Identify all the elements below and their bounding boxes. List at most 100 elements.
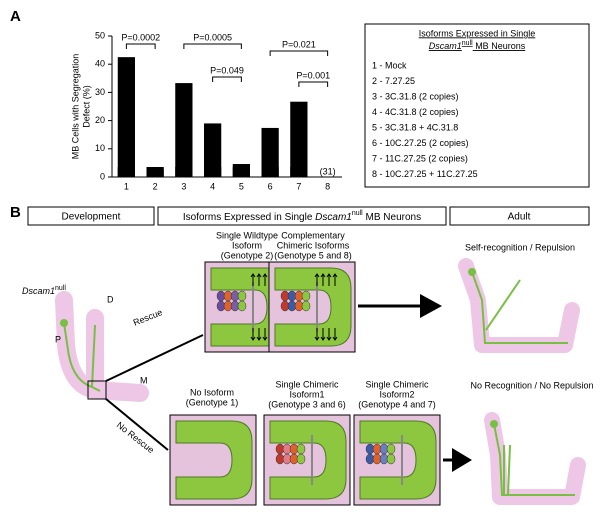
cell-body: [359, 420, 437, 500]
neuron-adult: [484, 412, 586, 505]
arrow-up: [262, 273, 268, 286]
y-tick-label: 0: [100, 171, 105, 181]
y-tick-label: 40: [95, 59, 105, 69]
legend-item: 5 - 3C.31.8 + 4C.31.8: [372, 122, 458, 132]
panel-label: B: [10, 204, 21, 221]
condition-label: (Genotype 1): [186, 397, 239, 407]
sup: null: [462, 40, 473, 47]
arrow-up: [332, 273, 338, 286]
cell-body: [269, 420, 347, 500]
isoform: [301, 300, 311, 312]
legend-item: 6 - 10C.27.25 (2 copies): [372, 138, 469, 148]
arrow-down: [332, 328, 338, 341]
cell-diagram: [353, 414, 441, 506]
neuron-label: Dscam1null: [22, 285, 66, 296]
sample-size: (45): [176, 166, 192, 176]
arrow-up: [250, 273, 256, 286]
arrow-up: [326, 273, 332, 286]
bar: [117, 57, 135, 177]
sup: null: [352, 210, 363, 217]
significance-bracket: [298, 81, 329, 87]
isoform: [296, 453, 306, 465]
isoform: [296, 443, 306, 455]
p-value: P=0.001: [296, 70, 330, 80]
p-value: P=0.021: [282, 39, 316, 49]
y-axis-label: MB Cells with Segregation: [70, 54, 80, 160]
condition-label: Single Chimeric: [275, 379, 339, 389]
legend-title: Dscam1null MB Neurons: [429, 40, 526, 51]
condition-label: (Genotype 4 and 7): [358, 399, 436, 409]
label-bg: [175, 167, 193, 177]
sup: null: [55, 285, 66, 292]
condition-label: Single Wildtype: [216, 230, 278, 240]
cell-body: [175, 420, 253, 500]
x-tick-label: 8: [325, 181, 330, 191]
header: Isoforms Expressed in Single Dscam1null …: [183, 210, 421, 222]
legend-item: 3 - 3C.31.8 (2 copies): [372, 91, 459, 101]
legend-box: [364, 23, 590, 188]
rescue: Rescue: [132, 307, 164, 328]
legend-item: 4 - 4C.31.8 (2 copies): [372, 107, 459, 117]
sample-size: (43): [233, 166, 249, 176]
gene: Dscam1: [429, 41, 462, 51]
direction: D: [107, 294, 114, 304]
isoform: [386, 443, 396, 455]
y-tick-label: 50: [95, 30, 105, 40]
cell-diagram: [263, 414, 351, 506]
neuron-adult: [458, 258, 580, 353]
condition-label: Complementary: [281, 230, 345, 240]
bar: [261, 127, 279, 177]
arrow-down: [326, 328, 332, 341]
condition-label: Single Chimeric: [365, 379, 429, 389]
outcome: Self-recognition / Repulsion: [465, 242, 575, 252]
bar: [175, 83, 193, 177]
x-tick-label: 3: [181, 181, 186, 191]
arrow-up: [314, 273, 320, 286]
bar: [290, 101, 308, 177]
x-tick-label: 7: [296, 181, 301, 191]
header-box: [449, 206, 590, 226]
header-box: [157, 206, 447, 226]
cell-diagram: [169, 414, 257, 506]
legend-item: 2 - 7.27.25: [372, 76, 415, 86]
significance-bracket: [125, 43, 156, 49]
arrow-down: [320, 328, 326, 341]
condition-label: No Isoform: [190, 387, 234, 397]
y-tick-label: 20: [95, 115, 105, 125]
header: Development: [62, 212, 121, 223]
condition-label: Chimeric Isoforms: [277, 240, 350, 250]
gene: Dscam1: [315, 212, 352, 223]
isoform: [237, 300, 247, 312]
sample-size: (42): [205, 166, 221, 176]
gene: Dscam1: [22, 286, 55, 296]
x-tick-label: 2: [153, 181, 158, 191]
cell-diagram: [268, 261, 356, 353]
sample-size: (47): [118, 166, 134, 176]
significance-bracket: [183, 43, 242, 49]
legend-item: 8 - 10C.27.25 + 11C.27.25: [372, 169, 478, 179]
direction: M: [140, 375, 148, 385]
text: Isoforms Expressed in Single: [183, 212, 315, 223]
p-value: P=0.0002: [121, 32, 160, 42]
isoform: [237, 290, 247, 302]
sample-size: (29): [262, 166, 278, 176]
condition-label: (Genotype 5 and 8): [274, 250, 352, 260]
sample-size: (31): [320, 166, 336, 176]
label-bg: [261, 167, 279, 177]
x-tick-label: 5: [239, 181, 244, 191]
p-value: P=0.0005: [193, 32, 232, 42]
label-bg: [290, 167, 308, 177]
x-tick-label: 4: [210, 181, 215, 191]
x-tick-label: 6: [268, 181, 273, 191]
direction: P: [55, 334, 61, 344]
significance-bracket: [269, 50, 329, 56]
neuron-dev: [55, 291, 204, 451]
condition-label: Isoform1: [289, 389, 324, 399]
arrow-down: [250, 328, 256, 341]
text: MB Neurons: [473, 41, 526, 51]
text: MB Neurons: [363, 212, 421, 223]
no-rescue: No Rescue: [115, 420, 156, 455]
header-box: [27, 206, 155, 226]
significance-bracket: [212, 76, 242, 82]
